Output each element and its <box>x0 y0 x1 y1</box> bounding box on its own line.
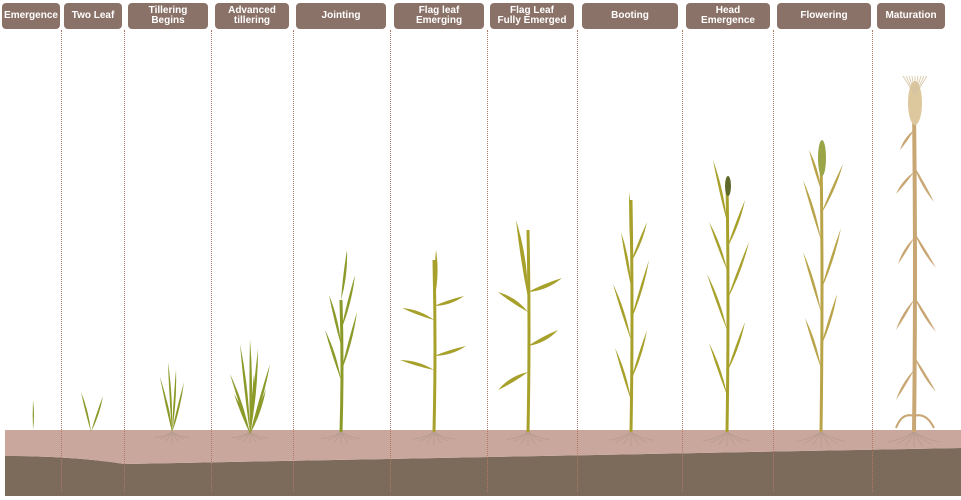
stage-label-flowering: Flowering <box>777 3 871 29</box>
root-system <box>607 431 655 447</box>
stage-label-head-emergence: Head Emergence <box>686 3 770 29</box>
plant-two-leaf <box>81 392 103 432</box>
plant-jointing <box>325 250 357 433</box>
plant-flag-leaf-emerging <box>400 250 466 433</box>
root-system <box>505 431 551 446</box>
plant-advanced-tillering <box>230 339 270 434</box>
stage-label-jointing: Jointing <box>296 3 386 29</box>
roots-layer <box>153 431 941 448</box>
subsoil <box>5 448 961 496</box>
wheat-head <box>818 140 826 176</box>
stage-divider <box>682 30 683 492</box>
topsoil <box>5 430 961 464</box>
root-system <box>153 431 191 444</box>
plant-flag-leaf-fully-emerged <box>498 220 562 433</box>
plant-head-emergence <box>707 160 749 433</box>
plant-tillering-begins <box>160 362 184 432</box>
plant-emergence <box>32 400 34 430</box>
stage-divider <box>293 30 294 492</box>
stage-divider <box>390 30 391 492</box>
plant-booting <box>613 192 649 433</box>
stage-label-two-leaf: Two Leaf <box>64 3 122 29</box>
wheat-head <box>908 81 922 125</box>
stage-divider <box>211 30 212 492</box>
stage-divider <box>773 30 774 492</box>
plants-layer <box>32 75 936 434</box>
root-system <box>887 431 941 448</box>
stage-label-flag-leaf-emerging: Flag leaf Emerging <box>394 3 484 29</box>
stage-divider <box>577 30 578 492</box>
plant-flowering <box>803 140 843 433</box>
stage-label-booting: Booting <box>582 3 678 29</box>
stage-label-emergence: Emergence <box>2 3 60 29</box>
root-system <box>702 431 752 447</box>
stage-divider <box>61 30 62 492</box>
root-system <box>795 431 847 448</box>
root-system <box>320 431 362 445</box>
stage-divider <box>872 30 873 492</box>
stage-divider <box>124 30 125 492</box>
soil-layer <box>5 430 961 496</box>
stage-label-maturation: Maturation <box>877 3 945 29</box>
root-system <box>412 431 456 445</box>
wheat-head <box>725 176 731 196</box>
stage-label-advanced-tillering: Advanced tillering <box>215 3 289 29</box>
plant-maturation <box>895 75 936 433</box>
stage-divider <box>487 30 488 492</box>
stage-label-flag-leaf-fully-emerged: Flag Leaf Fully Emerged <box>490 3 574 29</box>
stage-label-tillering-begins: Tillering Begins <box>128 3 208 29</box>
